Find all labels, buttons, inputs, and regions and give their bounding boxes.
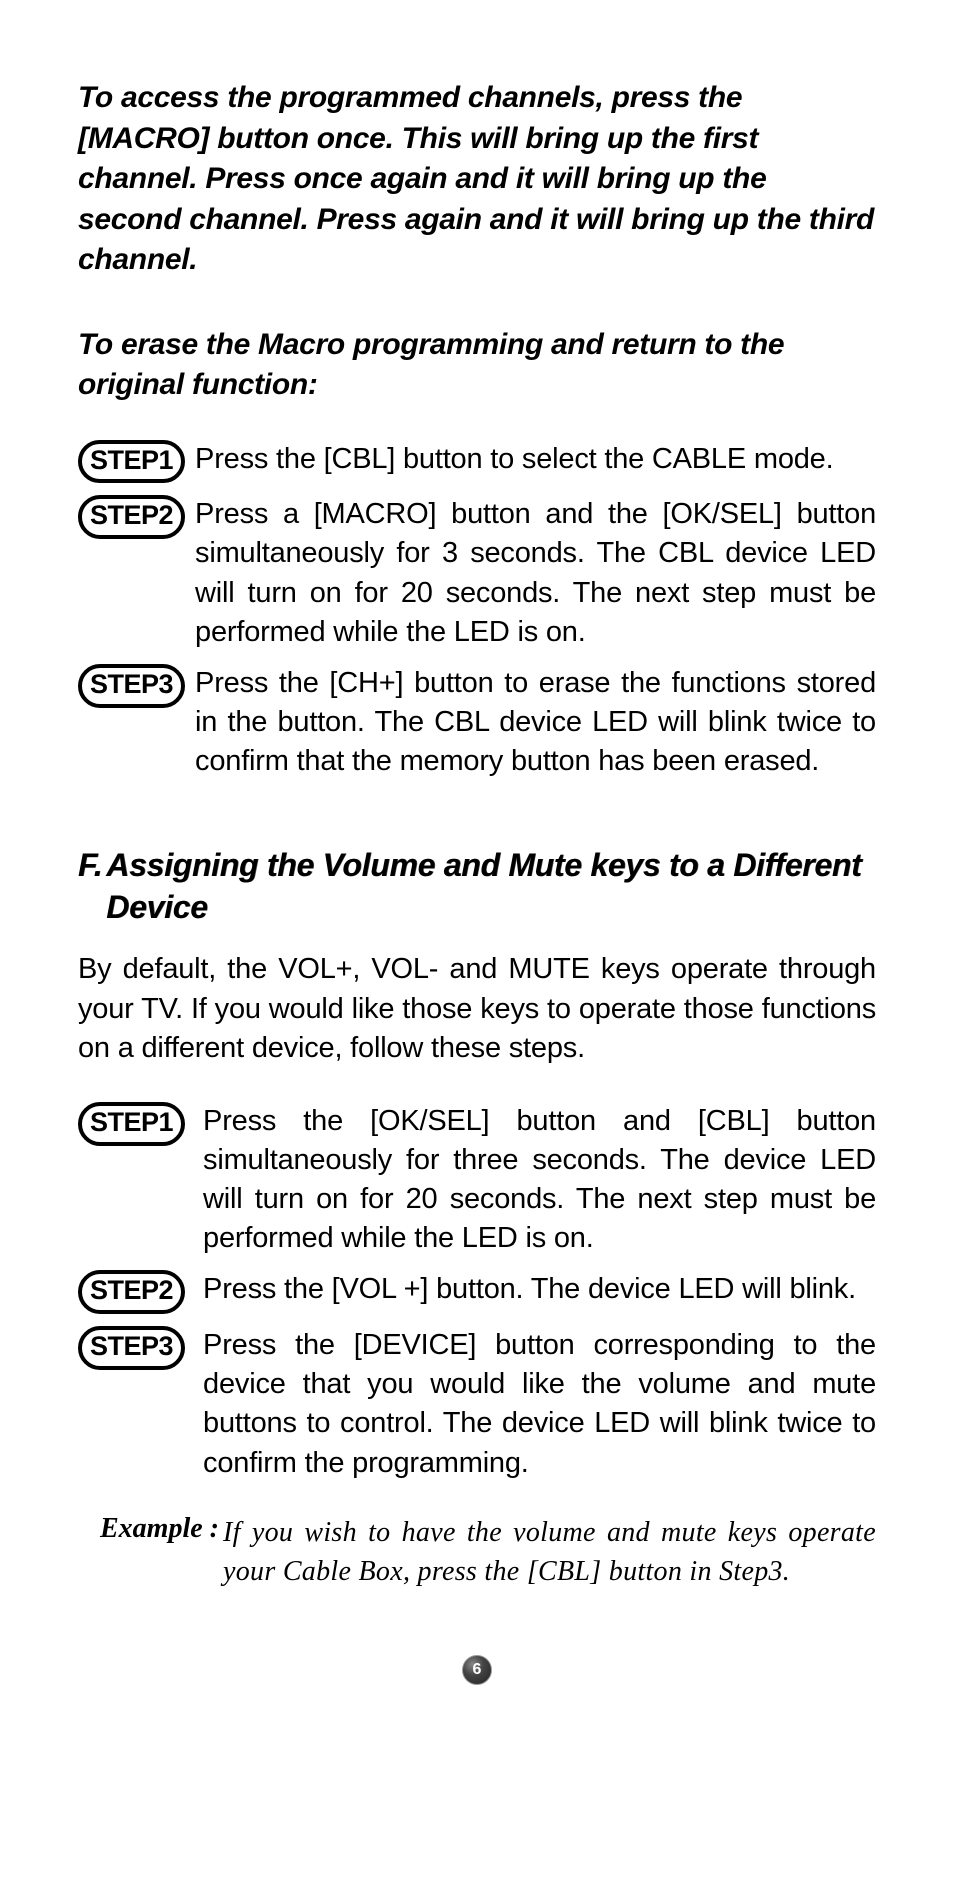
erase-subheading: To erase the Macro programming and retur… [78,325,876,406]
step-text: Press the [CBL] button to select the CAB… [195,440,833,479]
section-prefix: F. [78,845,106,928]
example-row: Example : If you wish to have the volume… [78,1513,876,1591]
step-pill: STEP3 [78,1326,185,1370]
step-row: STEP2 Press the [VOL +] button. The devi… [78,1270,876,1314]
step-text: Press the [VOL +] button. The device LED… [203,1270,856,1309]
step-row: STEP1 Press the [CBL] button to select t… [78,440,876,484]
example-label: Example : [100,1513,219,1545]
step-pill: STEP2 [78,495,185,539]
step-row: STEP2 Press a [MACRO] button and the [OK… [78,495,876,652]
step-row: STEP1 Press the [OK/SEL] button and [CBL… [78,1102,876,1259]
step-text: Press a [MACRO] button and the [OK/SEL] … [195,495,876,652]
step-text: Press the [OK/SEL] button and [CBL] butt… [203,1102,876,1259]
erase-steps-group: STEP1 Press the [CBL] button to select t… [78,440,876,782]
page-number-badge: 6 [462,1655,492,1685]
intro-paragraph: To access the programmed channels, press… [78,78,876,281]
step-text: Press the [DEVICE] button corresponding … [203,1326,876,1483]
example-text: If you wish to have the volume and mute … [223,1513,876,1591]
step-row: STEP3 Press the [DEVICE] button correspo… [78,1326,876,1483]
step-pill: STEP2 [78,1270,185,1314]
step-text: Press the [CH+] button to erase the func… [195,664,876,781]
section-f-body: By default, the VOL+, VOL- and MUTE keys… [78,950,876,1067]
section-title: Assigning the Volume and Mute keys to a … [106,845,876,928]
section-f-heading: F. Assigning the Volume and Mute keys to… [78,845,876,928]
assign-steps-group: STEP1 Press the [OK/SEL] button and [CBL… [78,1102,876,1483]
page-number-wrap: 6 [78,1655,876,1685]
step-row: STEP3 Press the [CH+] button to erase th… [78,664,876,781]
step-pill: STEP3 [78,664,185,708]
step-pill: STEP1 [78,440,185,484]
page: To access the programmed channels, press… [0,0,954,1725]
step-pill: STEP1 [78,1102,185,1146]
